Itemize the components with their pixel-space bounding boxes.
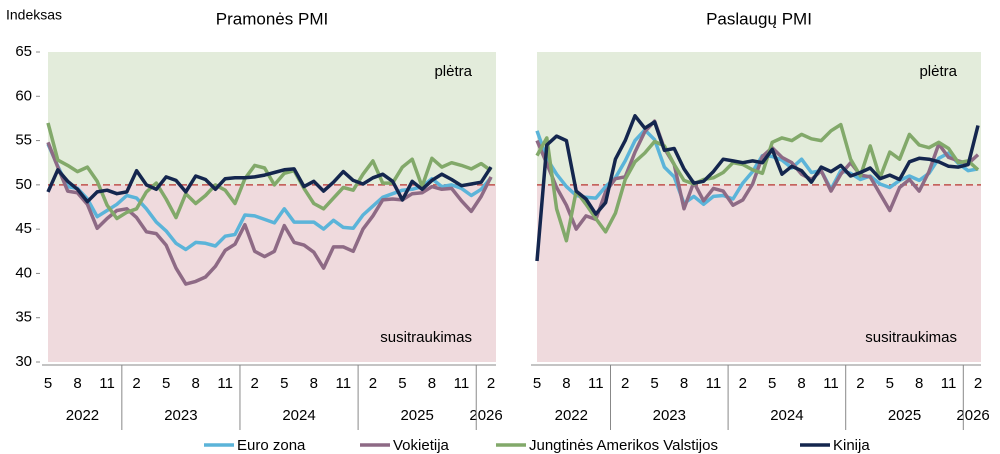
x-group-label: 2023 [164,407,197,424]
x-tick-label: 2 [132,375,140,392]
series-line [46,166,493,204]
x-tick-label: 11 [823,375,839,392]
x-tick-label: 8 [797,375,805,392]
chart-title: Pramonės PMI [216,9,328,28]
y-tick-label: 55 [15,132,32,149]
x-tick-label: 11 [99,375,115,392]
x-tick-label: 2 [974,375,982,392]
x-tick-label: 2 [369,375,377,392]
x-tick-label: 2 [621,375,629,392]
x-tick-label: 11 [454,375,470,392]
series-line [535,114,980,262]
x-tick-label: 2 [739,375,747,392]
x-group-label: 2022 [66,407,99,424]
legend-label: Vokietija [393,437,450,454]
series-line [535,122,980,243]
y-tick-label: 40 [15,264,32,281]
chart-title: Paslaugų PMI [706,9,812,28]
x-tick-label: 11 [217,375,233,392]
x-group-label: 2026 [956,407,989,424]
annotation: plėtra [434,63,472,80]
x-group-label: 2022 [555,407,588,424]
x-group-label: 2025 [888,407,921,424]
y-tick-label: 35 [15,309,32,326]
x-tick-label: 11 [706,375,722,392]
series-line [46,122,493,221]
x-tick-label: 8 [915,375,923,392]
y-tick-label: 45 [15,220,32,237]
legend-label: Euro zona [237,437,306,454]
x-tick-label: 2 [487,375,495,392]
x-tick-label: 2 [856,375,864,392]
x-group-label: 2024 [770,407,803,424]
series-line [46,141,493,286]
y-tick-label: 50 [15,176,32,193]
legend-label: Kinija [833,437,870,454]
x-tick-label: 8 [562,375,570,392]
y-tick-label: 30 [15,353,32,370]
expansion-zone [48,52,496,185]
x-tick-label: 5 [162,375,170,392]
x-tick-label: 8 [310,375,318,392]
x-tick-label: 11 [941,375,957,392]
x-tick-label: 5 [398,375,406,392]
x-tick-label: 5 [650,375,658,392]
contraction-zone [537,184,981,362]
x-tick-label: 8 [680,375,688,392]
x-tick-label: 8 [428,375,436,392]
y-tick-label: 60 [15,87,32,104]
x-group-label: 2025 [400,407,433,424]
x-group-label: 2024 [282,407,315,424]
x-tick-label: 5 [44,375,52,392]
annotation: plėtra [919,63,957,80]
x-tick-label: 5 [533,375,541,392]
x-tick-label: 8 [191,375,199,392]
x-tick-label: 11 [336,375,352,392]
annotation: susitraukimas [865,329,957,346]
y-tick-label: 65 [15,43,32,60]
y-axis-title: Indeksas [6,7,62,23]
x-tick-label: 8 [73,375,81,392]
x-tick-label: 2 [251,375,259,392]
series-line [46,143,493,252]
x-tick-label: 5 [768,375,776,392]
x-tick-label: 5 [886,375,894,392]
x-tick-label: 11 [588,375,604,392]
x-group-label: 2023 [653,407,686,424]
x-tick-label: 5 [280,375,288,392]
annotation: susitraukimas [380,329,472,346]
legend-label: Jungtinės Amerikos Valstijos [529,437,718,454]
x-group-label: 2026 [469,407,502,424]
